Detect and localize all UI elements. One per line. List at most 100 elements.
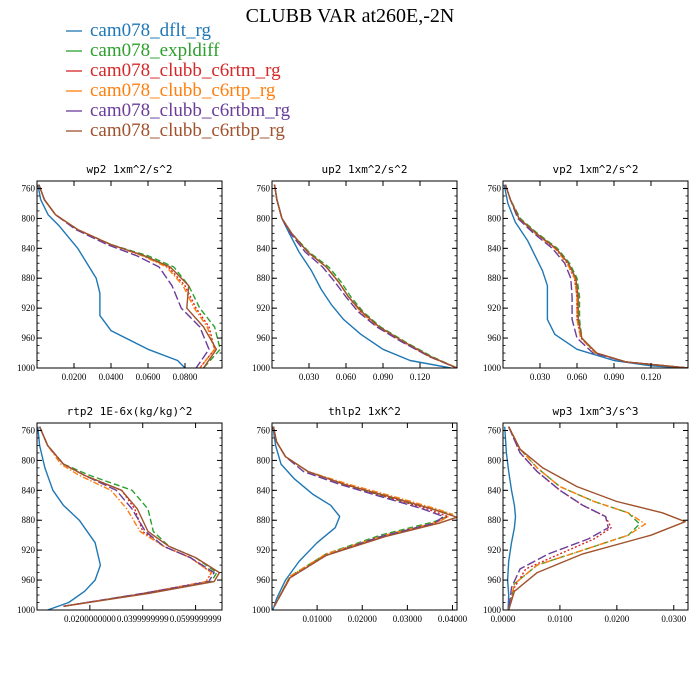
y-tick-label: 800 bbox=[257, 455, 271, 465]
y-tick-label: 800 bbox=[488, 213, 502, 223]
y-tick-label: 760 bbox=[257, 425, 271, 435]
y-tick-label: 960 bbox=[488, 575, 502, 585]
y-tick-label: 840 bbox=[488, 243, 502, 253]
series-line bbox=[273, 184, 451, 368]
series-line bbox=[272, 426, 457, 607]
panels: wp2 1xm^2/s^2 760 800 840 880 920 960 1000 0.020… bbox=[17, 163, 689, 624]
panel: wp3 1xm^3/s^3 760 800 840 880 920 960 10000.000… bbox=[483, 405, 689, 624]
series-line bbox=[38, 184, 218, 368]
y-tick-label: 960 bbox=[257, 575, 271, 585]
x-tick-label: 0.03000 bbox=[393, 614, 423, 624]
y-tick-label: 960 bbox=[22, 575, 36, 585]
figure-title: CLUBB VAR at260E,-2N bbox=[246, 5, 455, 27]
series-line bbox=[273, 184, 457, 368]
series-line bbox=[272, 426, 341, 610]
x-tick-label: 0.0400 bbox=[99, 372, 124, 382]
y-tick-label: 800 bbox=[22, 213, 36, 223]
panel-title: thlp2 1xK^2 bbox=[328, 405, 401, 418]
series-line bbox=[38, 426, 218, 607]
x-tick-label: 0.0200 bbox=[62, 372, 87, 382]
y-tick-label: 800 bbox=[488, 455, 502, 465]
y-tick-label: 760 bbox=[22, 425, 36, 435]
legend-entry: cam078_dflt_rg bbox=[90, 20, 212, 41]
plot-frame bbox=[502, 422, 689, 611]
series-line bbox=[508, 426, 646, 610]
legend-entry: cam078_clubb_c6rtm_rg bbox=[90, 60, 281, 81]
y-tick-label: 760 bbox=[257, 183, 271, 193]
plot-frame bbox=[502, 180, 689, 369]
plot-frame bbox=[271, 180, 458, 369]
series-group bbox=[503, 184, 688, 368]
y-tick-label: 960 bbox=[488, 333, 502, 343]
x-tick-label: 0.02000 bbox=[348, 614, 378, 624]
x-tick-label: 0.060 bbox=[336, 372, 357, 382]
x-tick-label: 0.0600 bbox=[136, 372, 161, 382]
series-line bbox=[504, 184, 688, 368]
x-tick-label: 0.0000 bbox=[491, 614, 516, 624]
series-line bbox=[504, 426, 517, 610]
panel: rtp2 1E-6x(kg/kg)^2 760 800 840 880 920 960 100… bbox=[17, 405, 223, 624]
y-tick-label: 760 bbox=[488, 425, 502, 435]
series-line bbox=[273, 184, 457, 368]
series-group bbox=[272, 426, 457, 610]
series-group bbox=[37, 426, 221, 610]
y-tick-label: 880 bbox=[257, 273, 271, 283]
x-tick-label: 0.0399999999 bbox=[117, 614, 169, 624]
x-tick-label: 0.0800 bbox=[173, 372, 198, 382]
y-tick-label: 1000 bbox=[483, 363, 502, 373]
y-tick-label: 880 bbox=[488, 273, 502, 283]
series-line bbox=[38, 426, 213, 607]
series-line bbox=[504, 184, 688, 368]
series-line bbox=[38, 426, 215, 607]
panel: vp2 1xm^2/s^2 760 800 840 880 920 960 1000 0.030… bbox=[483, 163, 689, 382]
y-tick-label: 840 bbox=[257, 485, 271, 495]
series-line bbox=[272, 426, 454, 607]
y-tick-label: 800 bbox=[257, 213, 271, 223]
y-tick-label: 920 bbox=[257, 303, 271, 313]
x-tick-label: 0.0300 bbox=[661, 614, 686, 624]
series-line bbox=[503, 184, 688, 368]
x-tick-label: 0.0200 bbox=[604, 614, 629, 624]
y-tick-label: 840 bbox=[22, 243, 36, 253]
series-line bbox=[272, 426, 454, 607]
x-tick-label: 0.060 bbox=[567, 372, 588, 382]
series-line bbox=[504, 184, 688, 368]
y-tick-label: 840 bbox=[488, 485, 502, 495]
series-line bbox=[38, 426, 213, 607]
legend-entry: cam078_clubb_c6rtbm_rg bbox=[90, 100, 291, 121]
series-line bbox=[38, 184, 210, 368]
x-tick-label: 0.0100 bbox=[548, 614, 573, 624]
x-tick-label: 0.04000 bbox=[438, 614, 468, 624]
y-tick-label: 1000 bbox=[252, 605, 271, 615]
x-tick-label: 0.030 bbox=[530, 372, 551, 382]
series-line bbox=[273, 184, 457, 368]
series-line bbox=[272, 426, 445, 607]
x-tick-label: 0.120 bbox=[641, 372, 662, 382]
y-tick-label: 760 bbox=[488, 183, 502, 193]
x-tick-label: 0.090 bbox=[373, 372, 394, 382]
series-group bbox=[37, 184, 221, 368]
series-line bbox=[508, 426, 609, 610]
y-tick-label: 840 bbox=[22, 485, 36, 495]
panel-title: up2 1xm^2/s^2 bbox=[321, 163, 407, 176]
series-line bbox=[37, 184, 186, 368]
y-tick-label: 1000 bbox=[17, 605, 36, 615]
plot-frame bbox=[36, 422, 223, 611]
y-tick-label: 920 bbox=[488, 303, 502, 313]
y-tick-label: 880 bbox=[22, 515, 36, 525]
y-tick-label: 920 bbox=[22, 303, 36, 313]
legend-entry: cam078_clubb_c6rtp_rg bbox=[90, 80, 276, 101]
x-tick-label: 0.090 bbox=[604, 372, 625, 382]
panel-title: wp3 1xm^3/s^3 bbox=[552, 405, 638, 418]
x-tick-label: 0.0200000000 bbox=[64, 614, 116, 624]
legend: cam078_dflt_rgcam078_expldiffcam078_club… bbox=[66, 20, 291, 141]
series-line bbox=[38, 184, 216, 368]
panel-title: wp2 1xm^2/s^2 bbox=[86, 163, 172, 176]
series-line bbox=[38, 184, 216, 368]
y-tick-label: 840 bbox=[257, 243, 271, 253]
y-tick-label: 1000 bbox=[252, 363, 271, 373]
y-tick-label: 880 bbox=[22, 273, 36, 283]
y-tick-label: 880 bbox=[257, 515, 271, 525]
y-tick-label: 960 bbox=[22, 333, 36, 343]
